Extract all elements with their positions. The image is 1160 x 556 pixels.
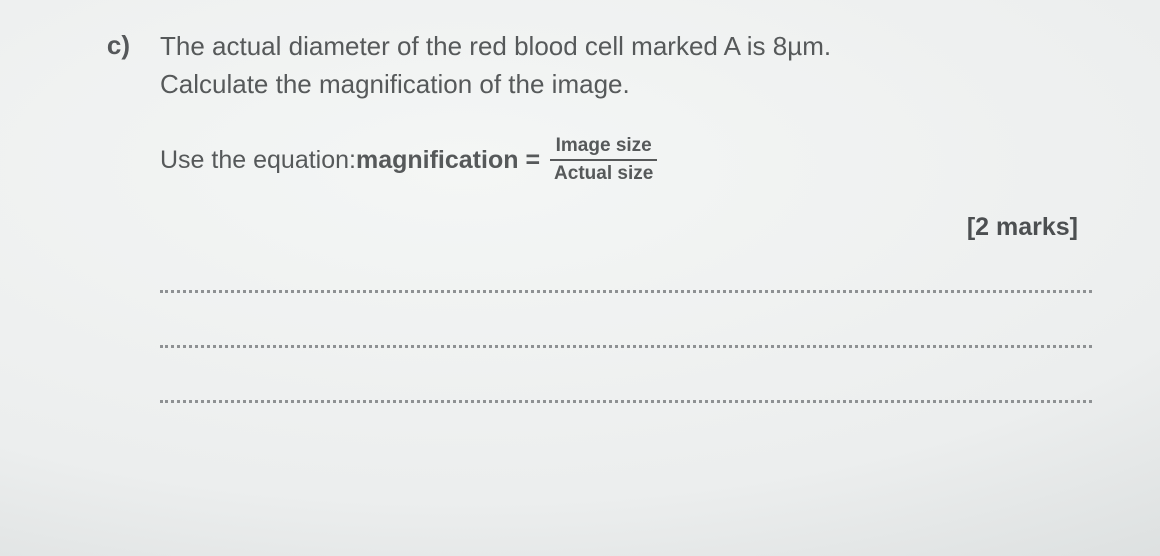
fraction-numerator: Image size [552,135,656,159]
exam-question-page: c) The actual diameter of the red blood … [0,0,1160,556]
part-label: c) [48,28,160,63]
answer-line [160,400,1092,403]
question-text-line-2: Calculate the magnification of the image… [160,66,1092,104]
equation-line: Use the equation: magnification = Image … [160,135,1092,185]
equation-lhs: magnification = [356,146,540,175]
answer-lines [160,290,1092,403]
answer-line [160,345,1092,348]
question-content: The actual diameter of the red blood cel… [160,28,1112,455]
equation-prefix: Use the equation: [160,146,356,175]
question-row: c) The actual diameter of the red blood … [48,28,1112,455]
answer-line [160,290,1092,293]
equation-fraction: Image size Actual size [550,135,657,185]
fraction-denominator: Actual size [550,159,657,185]
marks-label: [2 marks] [160,213,1092,242]
question-text-line-1: The actual diameter of the red blood cel… [160,28,1092,66]
